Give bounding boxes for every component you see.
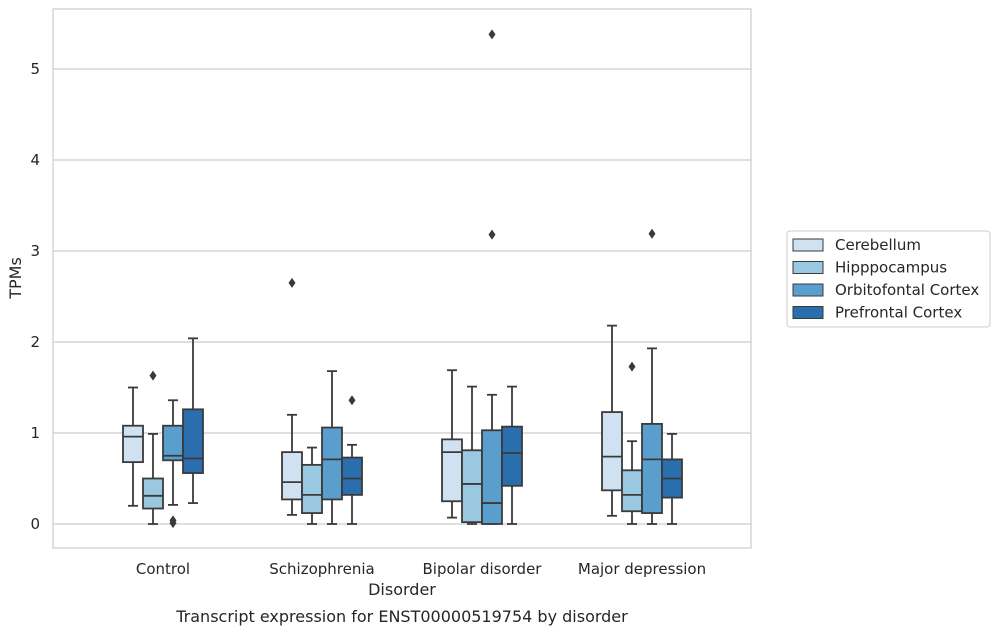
outlier-point (488, 29, 496, 40)
legend: Cerebellum Hipppocampus Orbitofontal Corte… (786, 230, 991, 328)
box-body (122, 424, 144, 464)
box-cerebellum-3 (601, 324, 623, 517)
legend-swatch (792, 261, 824, 274)
box-body (501, 425, 523, 487)
outlier-point (648, 228, 656, 239)
outlier-point (149, 370, 157, 381)
legend-label: Hipppocampus (835, 259, 947, 277)
box-hipppocampus-2 (461, 385, 483, 525)
y-tick-labels: 0 1 2 3 4 5 (30, 60, 40, 533)
plot-frame (52, 8, 752, 549)
box-prefrontal-cortex-2 (501, 385, 523, 525)
y-tick-label: 1 (30, 424, 40, 442)
box-orbitofontal-cortex-3 (641, 228, 663, 525)
x-tick-label: Control (136, 560, 190, 578)
box-orbitofontal-cortex-1 (321, 370, 343, 525)
x-tick-label: Major depression (578, 560, 706, 578)
y-axis-title: TPMs (6, 257, 25, 300)
outlier-point (488, 229, 496, 240)
outlier-point (628, 361, 636, 372)
legend-swatch (792, 283, 824, 297)
outlier-point (169, 518, 177, 529)
x-tick-labels: Control Schizophrenia Bipolar disorder Majo… (136, 560, 706, 578)
box-hipppocampus-0 (142, 370, 164, 525)
box-body (621, 469, 643, 513)
y-tick-label: 0 (30, 515, 40, 533)
y-tick-label: 5 (30, 60, 40, 78)
x-axis-title: Disorder (368, 580, 436, 599)
box-body (281, 451, 303, 501)
box-body (142, 477, 164, 510)
legend-frame (786, 230, 991, 328)
box-body (301, 463, 323, 514)
box-prefrontal-cortex-3 (661, 433, 683, 525)
legend-label: Cerebellum (835, 236, 921, 254)
box-prefrontal-cortex-1 (341, 395, 363, 525)
box-cerebellum-2 (441, 369, 463, 519)
box-body (461, 449, 483, 524)
box-orbitofontal-cortex-2 (481, 29, 503, 525)
box-series (122, 29, 683, 529)
box-body (601, 411, 623, 492)
box-body (481, 429, 503, 525)
box-prefrontal-cortex-0 (182, 337, 204, 504)
box-cerebellum-1 (281, 277, 303, 516)
legend-swatch (792, 306, 824, 319)
box-body (441, 438, 463, 503)
chart-caption: Transcript expression for ENST0000051975… (175, 607, 628, 626)
x-tick-label: Bipolar disorder (423, 560, 543, 578)
box-body (641, 422, 663, 514)
legend-label: Orbitofontal Cortex (835, 281, 979, 299)
legend-label: Prefrontal Cortex (835, 304, 962, 322)
box-orbitofontal-cortex-0 (162, 399, 184, 529)
outlier-point (288, 277, 296, 288)
box-hipppocampus-3 (621, 361, 643, 525)
box-cerebellum-0 (122, 386, 144, 507)
y-tick-label: 4 (30, 151, 40, 169)
y-tick-label: 2 (30, 333, 40, 351)
box-hipppocampus-1 (301, 446, 323, 525)
legend-swatch (792, 238, 824, 252)
box-body (321, 426, 343, 501)
outlier-point (348, 395, 356, 406)
box-body (341, 456, 363, 496)
y-tick-label: 3 (30, 242, 40, 260)
box-body (182, 408, 204, 474)
x-tick-label: Schizophrenia (269, 560, 374, 578)
